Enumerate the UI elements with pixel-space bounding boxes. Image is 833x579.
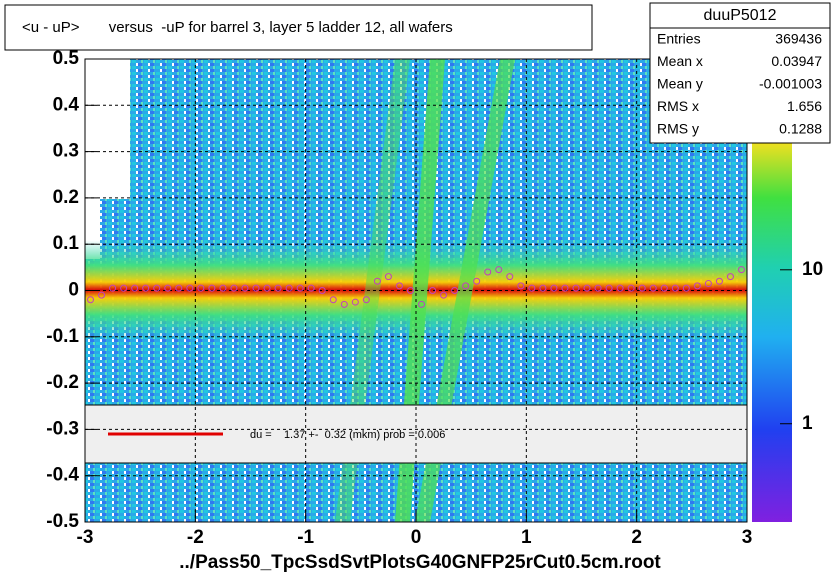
profile-point: [395, 282, 403, 290]
profile-point: [131, 284, 139, 292]
y-tick-label: 0.2: [53, 187, 79, 208]
profile-point: [296, 284, 304, 292]
profile-point: [616, 284, 624, 292]
profile-point: [506, 273, 514, 281]
stats-label: Mean y: [657, 76, 703, 92]
x-tick-label: 1: [521, 527, 532, 548]
stats-value: 1.656: [787, 98, 822, 114]
profile-point: [561, 284, 569, 292]
y-tick-label: -0.2: [46, 372, 79, 393]
y-tick-label: 0: [68, 280, 79, 301]
profile-point: [528, 284, 536, 292]
profile-point: [263, 284, 271, 292]
profile-point: [451, 287, 459, 294]
profile-point: [98, 291, 106, 299]
profile-point: [307, 284, 315, 292]
profile-point: [627, 284, 635, 292]
title-box: [4, 4, 593, 51]
stats-label: RMS x: [657, 98, 699, 114]
x-tick-label: 3: [742, 527, 753, 548]
profile-point: [285, 284, 293, 292]
profile-point: [186, 284, 194, 292]
profile-point: [660, 284, 668, 292]
profile-point: [175, 284, 183, 292]
profile-point: [737, 266, 745, 274]
profile-point: [329, 296, 337, 304]
profile-point: [153, 284, 161, 292]
y-tick-label: 0.4: [53, 94, 80, 115]
profile-point: [384, 273, 392, 281]
stats-value: 0.03947: [771, 53, 822, 69]
profile-point: [373, 277, 381, 285]
stats-value: 369436: [775, 31, 822, 47]
profile-point: [649, 284, 657, 292]
profile-point: [429, 287, 437, 294]
x-axis-label: ../Pass50_TpcSsdSvtPlotsG40GNFP25rCut0.5…: [179, 552, 661, 573]
x-tick-label: -3: [77, 527, 94, 548]
y-tick-label: -0.3: [46, 418, 79, 439]
x-tick-label: 0: [411, 527, 422, 548]
profile-point: [418, 300, 426, 308]
profile-point: [594, 284, 602, 292]
x-tick-label: -2: [187, 527, 204, 548]
y-tick-label: -0.1: [46, 326, 79, 347]
profile-point: [351, 298, 359, 306]
stats-value: 0.1288: [779, 121, 822, 137]
stats-box: duuP5012 Entries 369436 Mean x 0.03947 Mean …: [649, 2, 831, 144]
stats-label: Entries: [657, 31, 701, 47]
z-tick-label: 1: [802, 413, 813, 434]
profile-point: [484, 268, 492, 276]
profile-point: [704, 280, 712, 288]
profile-point: [693, 282, 701, 290]
profile-point: [120, 284, 128, 292]
profile-point: [340, 300, 348, 308]
y-tick-label: -0.5: [46, 511, 79, 532]
profile-point: [671, 284, 679, 292]
profile-point: [495, 266, 503, 274]
profile-point: [605, 284, 613, 292]
profile-point: [715, 277, 723, 285]
profile-point: [274, 284, 282, 292]
z-tick-label: 10: [802, 259, 823, 280]
y-tick-label: 0.5: [53, 48, 80, 69]
profile-point: [241, 284, 249, 292]
profile-point: [517, 282, 525, 290]
profile-point: [726, 273, 734, 281]
profile-point: [197, 284, 205, 292]
profile-point: [539, 284, 547, 292]
profile-point: [318, 287, 326, 294]
profile-point: [583, 284, 591, 292]
profile-point: [473, 277, 481, 285]
profile-point: [87, 296, 95, 304]
y-tick-label: 0.1: [53, 233, 80, 254]
profile-point: [109, 284, 117, 292]
profile-point: [164, 284, 172, 292]
profile-point: [406, 287, 414, 294]
profile-point: [682, 284, 690, 292]
stats-label: Mean x: [657, 53, 703, 69]
stats-title: duuP5012: [704, 7, 777, 24]
chart-title: <u - uP> versus -uP for barrel 3, layer …: [22, 19, 453, 36]
profile-point: [208, 284, 216, 292]
profile-point: [572, 284, 580, 292]
profile-point: [440, 291, 448, 299]
y-tick-label: 0.3: [53, 141, 79, 162]
profile-point: [219, 284, 227, 292]
x-tick-label: 2: [631, 527, 642, 548]
profile-point: [462, 282, 470, 290]
profile-point: [638, 284, 646, 292]
x-tick-label: -1: [297, 527, 314, 548]
stats-label: RMS y: [657, 121, 699, 137]
profile-point: [252, 284, 260, 292]
profile-point: [362, 296, 370, 304]
profile-point: [142, 284, 150, 292]
profile-point: [550, 284, 558, 292]
fit-label: du = 1.37 +- 0.32 (mkm) prob = 0.006: [250, 429, 445, 441]
y-tick-label: -0.4: [46, 465, 79, 486]
stats-value: -0.001003: [759, 76, 822, 92]
profile-point: [230, 284, 238, 292]
